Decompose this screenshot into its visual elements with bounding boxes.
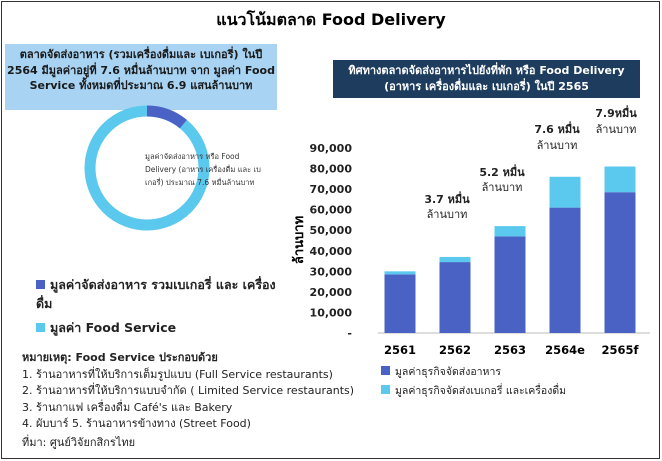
bar-legend-bakery: มูลค่าธุรกิจจัดส่งเบเกอรี่ และเครื่องดื่… [381,382,566,399]
data-label: ล้านบาท [427,208,468,221]
bar-bakery-drinks-2563 [494,226,526,237]
y-axis-label: ล้านบาท [291,216,307,264]
bar-food-2564e [549,207,581,333]
note-item: 4. ผับบาร์ 5. ร้านอาหารข้างทาง (Street F… [22,417,251,430]
data-label: 3.7 หมื่น [424,191,470,206]
bar-food-2562 [439,262,471,333]
chart-title: ทิศทางตลาดจัดส่งอาหารไปยังที่พัก หรือ Fo… [333,60,640,98]
bar-bakery-drinks-2562 [439,256,471,263]
donut-legend-food-service: มูลค่า Food Service [36,318,176,337]
bar-legend-food: มูลค่าธุรกิจจัดส่งอาหาร [381,363,501,380]
data-label: ล้านบาท [482,181,523,194]
notes-heading: หมายเหตุ: Food Service ประกอบด้วย [22,351,218,364]
legend-label: มูลค่าธุรกิจจัดส่งเบเกอรี่ และเครื่องดื่… [395,385,567,397]
y-tick-label: 40,000 [310,245,353,258]
x-tick-label: 2565f [601,343,639,357]
y-tick-label: 50,000 [310,224,353,237]
bar-food-2561 [384,274,416,333]
note-item: 3. ร้านกาแฟ เครื่องดื่ม Café's และ Baker… [22,400,233,414]
bar-bakery-drinks-2561 [384,271,416,275]
data-label: 5.2 หมื่น [479,164,525,179]
data-label: ล้านบาท [537,139,578,152]
bar-bakery-drinks-2564e [549,176,581,208]
y-tick-label: 60,000 [310,204,353,217]
x-tick-label: 2561 [384,343,416,357]
x-tick-label: 2563 [494,343,526,357]
donut-legend-delivery: มูลค่าจัดส่งอาหาร รวมเบเกอรี่ และ เครื่อ… [36,275,276,313]
y-tick-label: 10,000 [310,306,353,319]
source: ที่มา: ศูนย์วิจัยกสิกรไทย [22,436,136,449]
bar-food-2565f [604,192,636,333]
page-title: แนวโน้มตลาด Food Delivery [216,10,446,29]
x-tick-label: 2562 [439,343,471,357]
donut-delivery-slice [146,105,187,129]
y-tick-label: 20,000 [310,286,353,299]
bar-bakery-drinks-2565f [604,166,636,193]
data-label: 7.6 หมื่น [534,121,580,136]
y-tick-label: - [347,327,352,340]
y-tick-label: 90,000 [310,142,353,155]
notes: หมายเหตุ: Food Service ประกอบด้วย 1. ร้า… [22,350,354,433]
x-tick-label: 2564e [545,343,585,357]
legend-label: มูลค่าธุรกิจจัดส่งอาหาร [395,366,501,378]
legend-label: มูลค่า Food Service [50,320,177,335]
note-item: 1. ร้านอาหารที่ให้บริการเต็มรูปแบบ (Full… [22,367,333,381]
y-tick-label: 80,000 [310,163,353,176]
legend-swatch [381,366,390,375]
donut-label: มูลค่าจัดส่งอาหาร หรือ Food Delivery (อา… [145,152,261,187]
legend-swatch [36,280,45,289]
legend-swatch [36,323,45,332]
legend-swatch [381,385,390,394]
bar-food-2563 [494,236,526,333]
y-tick-label: 70,000 [310,183,353,196]
legend-label: มูลค่าจัดส่งอาหาร รวมเบเกอรี่ และ เครื่อ… [36,277,276,311]
info-box: ตลาดจัดส่งอาหาร (รวมเครื่องดื่มและ เบเกอ… [5,44,277,110]
note-item: 2. ร้านอาหารที่ให้บริการแบบจำกัด ( Limit… [22,384,355,397]
y-tick-label: 30,000 [310,265,353,278]
data-label: ล้านบาท [596,123,637,136]
data-label: 7.9หมื่น [595,105,637,120]
